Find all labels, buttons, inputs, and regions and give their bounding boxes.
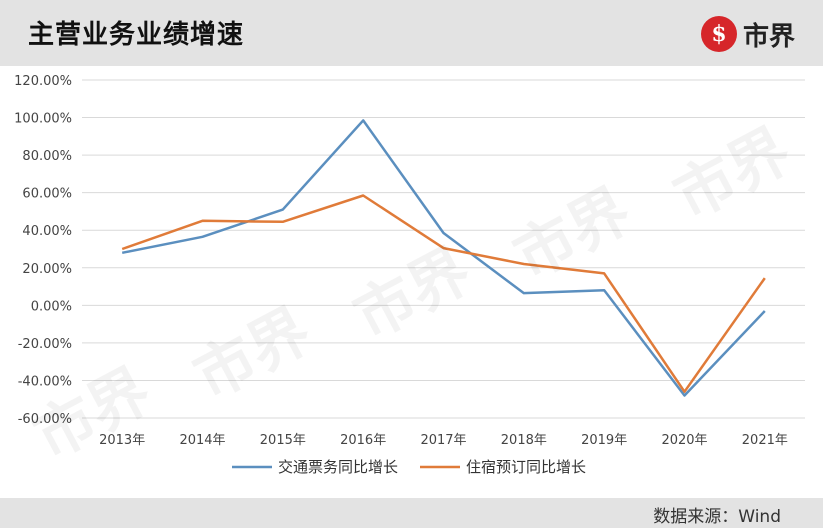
x-tick-label: 2013年 <box>99 433 145 448</box>
line-chart: 120.00% 100.00% 80.00% 60.00% 40.00% 20.00% 0.… <box>14 74 805 476</box>
series-line-2 <box>121 194 766 393</box>
brand-logo: $ 市界 <box>700 14 795 54</box>
x-tick-label: 2021年 <box>742 433 788 448</box>
y-tick-label: 0.00% <box>31 299 72 314</box>
y-tick-label: -60.00% <box>18 412 72 427</box>
y-tick-label: 60.00% <box>22 187 72 202</box>
y-tick-label: 80.00% <box>22 149 72 164</box>
brand-logo-text: 市界 <box>742 21 795 52</box>
brand-logo-icon: $ <box>700 16 737 52</box>
x-tick-label: 2014年 <box>179 433 225 448</box>
data-source: 数据来源：Wind <box>653 507 781 527</box>
x-tick-label: 2015年 <box>260 433 306 448</box>
footer-bar: 数据来源：Wind <box>0 498 823 528</box>
header-bar: 主营业务业绩增速 $ 市界 <box>0 0 823 66</box>
legend-label-1: 交通票务同比增长 <box>278 458 398 476</box>
legend-label-2: 住宿预订同比增长 <box>466 458 586 476</box>
x-tick-label: 2019年 <box>581 433 627 448</box>
series-line-1 <box>121 119 766 397</box>
y-tick-label: 100.00% <box>14 112 72 127</box>
y-tick-label: 20.00% <box>22 262 72 277</box>
y-tick-label: 40.00% <box>22 224 72 239</box>
chart-title: 主营业务业绩增速 <box>28 20 245 50</box>
x-tick-label: 2017年 <box>420 433 466 448</box>
y-tick-label: -40.00% <box>18 374 72 389</box>
x-tick-label: 2016年 <box>340 433 386 448</box>
y-tick-label: 120.00% <box>14 74 72 89</box>
x-tick-label: 2018年 <box>501 433 547 448</box>
x-tick-label: 2020年 <box>661 433 707 448</box>
y-tick-label: -20.00% <box>18 337 72 352</box>
